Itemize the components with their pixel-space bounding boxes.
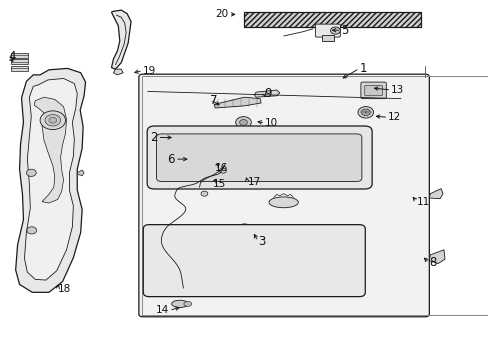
Text: 11: 11 [416, 197, 429, 207]
Bar [11, 59, 28, 64]
Polygon shape [214, 97, 261, 108]
Text: 18: 18 [58, 284, 71, 294]
Text: 4: 4 [9, 50, 16, 63]
Ellipse shape [183, 301, 191, 306]
FancyBboxPatch shape [315, 24, 340, 37]
Bar [11, 66, 28, 71]
Circle shape [176, 133, 187, 142]
Circle shape [188, 156, 198, 163]
Ellipse shape [268, 197, 298, 208]
Bar [321, 35, 333, 41]
Text: 20: 20 [215, 9, 228, 19]
Bar [142, 76, 488, 315]
Circle shape [219, 168, 226, 173]
Text: 16: 16 [215, 163, 228, 173]
Polygon shape [428, 189, 442, 199]
Polygon shape [428, 250, 444, 264]
Circle shape [357, 107, 373, 118]
Text: 12: 12 [387, 112, 401, 122]
Polygon shape [111, 10, 131, 69]
Polygon shape [254, 90, 279, 97]
Text: 1: 1 [359, 62, 366, 75]
Circle shape [239, 120, 247, 125]
Circle shape [361, 109, 369, 116]
Text: 15: 15 [213, 179, 226, 189]
Text: 2: 2 [150, 131, 157, 144]
FancyBboxPatch shape [139, 74, 428, 317]
Circle shape [179, 135, 184, 140]
Text: 7: 7 [210, 94, 217, 107]
Circle shape [27, 227, 37, 234]
FancyBboxPatch shape [143, 225, 365, 297]
Circle shape [240, 227, 248, 233]
Polygon shape [34, 97, 66, 203]
FancyBboxPatch shape [147, 126, 371, 189]
Text: 3: 3 [258, 235, 265, 248]
Polygon shape [16, 68, 85, 292]
Text: 6: 6 [167, 153, 175, 166]
FancyBboxPatch shape [360, 82, 386, 99]
Circle shape [191, 158, 196, 162]
Polygon shape [77, 170, 84, 176]
Circle shape [49, 117, 57, 123]
Circle shape [45, 114, 61, 126]
Text: 14: 14 [156, 305, 169, 315]
Circle shape [330, 27, 340, 34]
Circle shape [40, 111, 65, 130]
Circle shape [235, 117, 251, 128]
FancyBboxPatch shape [156, 134, 361, 181]
Text: 8: 8 [428, 256, 436, 269]
Circle shape [236, 224, 252, 235]
Text: 13: 13 [390, 85, 404, 95]
Bar [244, 12, 420, 27]
Text: 9: 9 [264, 87, 271, 100]
Circle shape [201, 191, 207, 196]
Polygon shape [24, 78, 77, 280]
Text: 17: 17 [247, 177, 260, 187]
Text: 19: 19 [142, 66, 156, 76]
Polygon shape [113, 69, 123, 75]
Circle shape [26, 169, 36, 176]
Polygon shape [185, 132, 197, 138]
Bar [11, 53, 28, 58]
Ellipse shape [171, 300, 188, 307]
Text: 5: 5 [341, 24, 348, 37]
Text: 10: 10 [264, 118, 278, 128]
FancyBboxPatch shape [364, 85, 382, 96]
